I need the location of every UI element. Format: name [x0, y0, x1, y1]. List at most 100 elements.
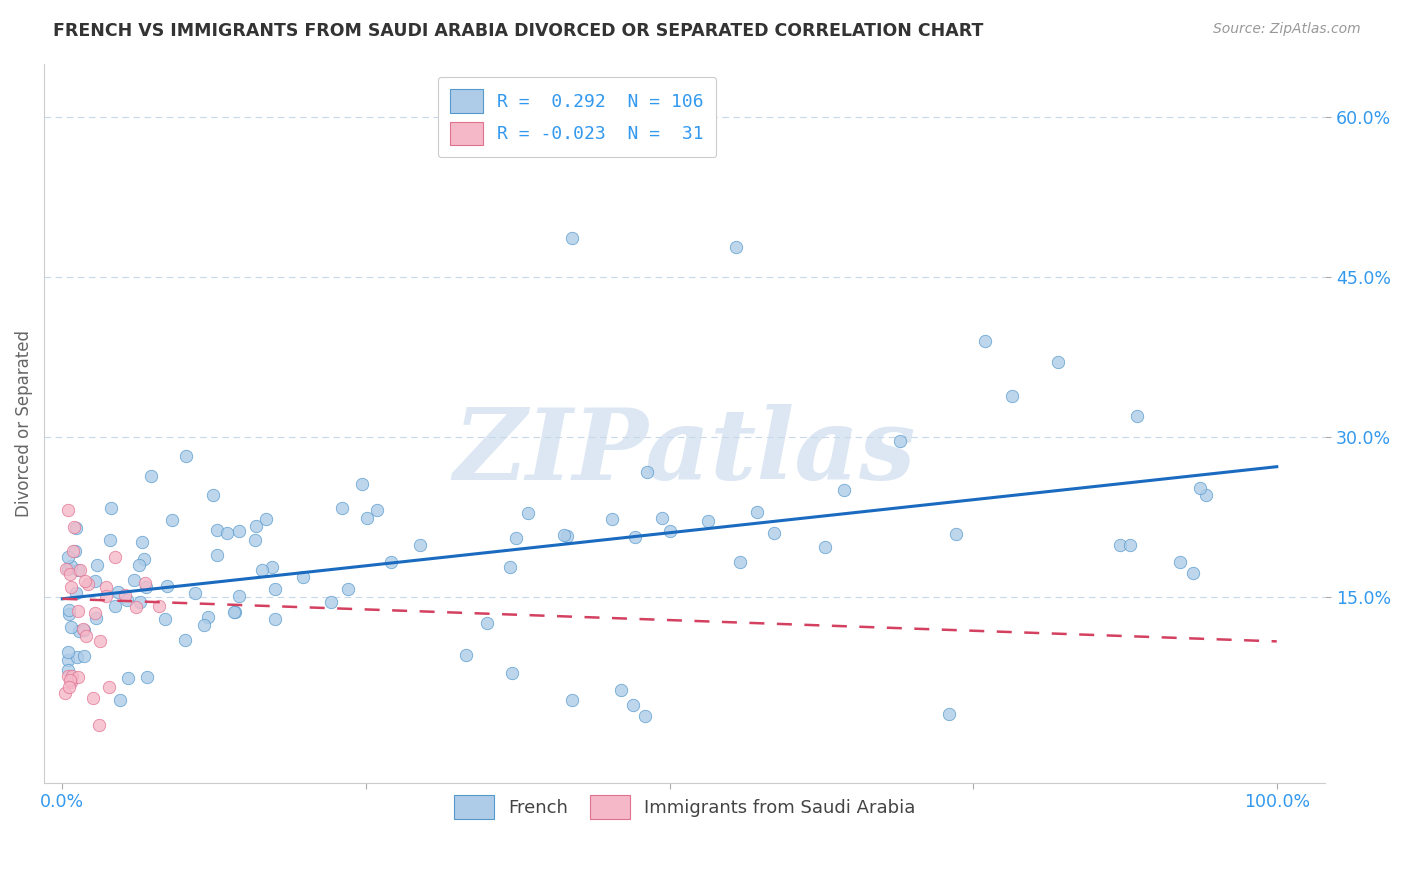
Point: [86, 558, 108, 573]
Point: [174, 450, 197, 464]
Point: [228, 524, 250, 538]
Point: [128, 558, 150, 572]
Point: [1195, 488, 1218, 502]
Point: [60, 668, 83, 682]
Point: [215, 526, 238, 541]
Point: [250, 563, 273, 577]
Point: [100, 533, 122, 547]
Point: [501, 666, 523, 681]
Point: [207, 523, 229, 537]
Point: [263, 612, 285, 626]
Point: [135, 580, 157, 594]
Point: [53, 685, 76, 699]
Point: [83, 574, 105, 588]
Point: [66, 649, 89, 664]
Point: [75, 629, 97, 643]
Point: [65, 521, 87, 535]
Point: [498, 560, 520, 574]
Text: ZIPatlas: ZIPatlas: [454, 404, 915, 500]
Point: [561, 230, 583, 244]
Point: [336, 582, 359, 596]
Point: [610, 683, 633, 698]
Point: [561, 693, 583, 707]
Point: [409, 538, 432, 552]
Point: [352, 476, 374, 491]
Point: [1126, 409, 1149, 423]
Point: [117, 671, 139, 685]
Point: [77, 576, 100, 591]
Point: [115, 592, 138, 607]
Point: [1047, 355, 1070, 369]
Point: [553, 528, 575, 542]
Point: [58, 645, 80, 659]
Point: [814, 540, 837, 554]
Point: [205, 548, 228, 562]
Point: [1188, 481, 1211, 495]
Point: [366, 502, 388, 516]
Point: [254, 512, 277, 526]
Point: [56, 669, 79, 683]
Point: [131, 535, 153, 549]
Point: [600, 512, 623, 526]
Point: [59, 559, 82, 574]
Point: [651, 511, 673, 525]
Legend: French, Immigrants from Saudi Arabia: French, Immigrants from Saudi Arabia: [447, 789, 922, 826]
Point: [1181, 566, 1204, 580]
Point: [135, 670, 157, 684]
Point: [63, 544, 86, 558]
Point: [63, 520, 86, 534]
Point: [132, 551, 155, 566]
Point: [260, 560, 283, 574]
Point: [58, 681, 80, 695]
Point: [75, 574, 97, 589]
Point: [624, 530, 647, 544]
Point: [889, 434, 911, 449]
Y-axis label: Divorced or Separated: Divorced or Separated: [15, 330, 32, 517]
Point: [129, 595, 152, 609]
Point: [67, 624, 90, 639]
Point: [1109, 538, 1132, 552]
Point: [67, 563, 90, 577]
Point: [243, 533, 266, 547]
Point: [621, 698, 644, 713]
Point: [58, 562, 80, 576]
Point: [264, 582, 287, 596]
Point: [224, 605, 246, 619]
Point: [67, 604, 90, 618]
Point: [94, 580, 117, 594]
Point: [832, 483, 855, 497]
Point: [555, 529, 578, 543]
Point: [245, 519, 267, 533]
Point: [58, 603, 80, 617]
Point: [725, 240, 748, 254]
Point: [122, 573, 145, 587]
Point: [475, 616, 498, 631]
Point: [58, 663, 80, 677]
Point: [73, 648, 96, 663]
Point: [97, 680, 120, 694]
Point: [156, 579, 179, 593]
Point: [72, 623, 94, 637]
Point: [84, 611, 107, 625]
Point: [183, 586, 205, 600]
Point: [697, 514, 720, 528]
Point: [73, 624, 96, 638]
Point: [87, 718, 110, 732]
Point: [104, 549, 127, 564]
Point: [197, 610, 219, 624]
Point: [658, 524, 681, 538]
Point: [148, 599, 170, 613]
Point: [1119, 538, 1142, 552]
Point: [330, 501, 353, 516]
Point: [228, 589, 250, 603]
Point: [636, 465, 658, 479]
Point: [505, 531, 527, 545]
Point: [1000, 388, 1022, 402]
Point: [58, 653, 80, 667]
Point: [60, 580, 83, 594]
Point: [69, 563, 91, 577]
Point: [380, 555, 402, 569]
Point: [456, 648, 478, 663]
Point: [1170, 555, 1192, 569]
Point: [65, 586, 87, 600]
